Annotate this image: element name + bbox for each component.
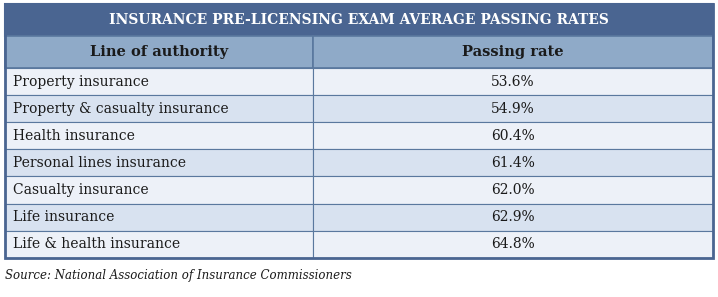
Text: 62.0%: 62.0% [491,183,535,197]
Bar [5,36,313,68]
Text: 64.8%: 64.8% [491,237,535,251]
Bar [313,95,713,122]
Text: Source: National Association of Insurance Commissioners: Source: National Association of Insuranc… [5,269,352,282]
Text: Casualty insurance: Casualty insurance [13,183,149,197]
Bar [5,149,313,176]
Text: 61.4%: 61.4% [491,156,535,170]
Bar [5,95,313,122]
Bar [313,122,713,149]
Text: 53.6%: 53.6% [491,75,535,89]
Text: Line of authority: Line of authority [90,45,228,59]
Bar [313,176,713,203]
Bar [313,149,713,176]
Bar [5,4,713,36]
Text: INSURANCE PRE-LICENSING EXAM AVERAGE PASSING RATES: INSURANCE PRE-LICENSING EXAM AVERAGE PAS… [109,13,609,27]
Text: Life insurance: Life insurance [13,210,114,224]
Bar [313,230,713,258]
Bar [313,203,713,230]
Text: 62.9%: 62.9% [491,210,535,224]
Text: Health insurance: Health insurance [13,129,135,143]
Bar [5,203,313,230]
Text: 60.4%: 60.4% [491,129,535,143]
Text: 54.9%: 54.9% [491,102,535,116]
Bar [5,122,313,149]
Text: Personal lines insurance: Personal lines insurance [13,156,186,170]
Text: Property insurance: Property insurance [13,75,149,89]
Bar [5,176,313,203]
Bar [313,36,713,68]
Text: Passing rate: Passing rate [462,45,564,59]
Bar [5,4,713,258]
Text: Property & casualty insurance: Property & casualty insurance [13,102,228,116]
Text: Life & health insurance: Life & health insurance [13,237,180,251]
Bar [5,230,313,258]
Bar [313,68,713,95]
Bar [5,68,313,95]
